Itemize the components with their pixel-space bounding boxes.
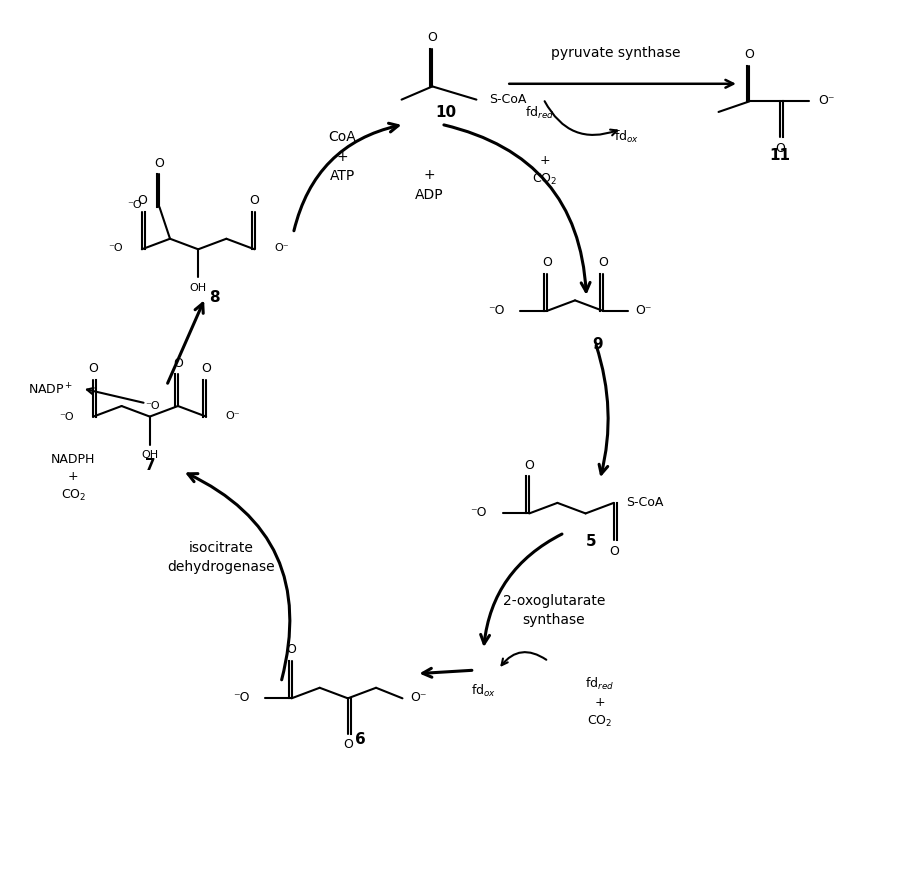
- Text: S-CoA: S-CoA: [626, 496, 663, 509]
- Text: O: O: [173, 357, 183, 370]
- Text: O⁻: O⁻: [634, 304, 652, 316]
- Text: 10: 10: [435, 105, 456, 120]
- Text: +
CO$_2$: + CO$_2$: [533, 154, 558, 187]
- Text: NADP$^+$: NADP$^+$: [28, 383, 73, 398]
- Text: ⁻O: ⁻O: [488, 305, 505, 317]
- Text: S-CoA: S-CoA: [490, 93, 527, 106]
- Text: fd$_{ox}$: fd$_{ox}$: [614, 128, 639, 144]
- Text: ⁻O: ⁻O: [59, 412, 74, 422]
- Text: O: O: [249, 194, 259, 207]
- Text: NADPH
+
CO$_2$: NADPH + CO$_2$: [51, 454, 95, 503]
- Text: O: O: [202, 361, 211, 375]
- Text: O: O: [88, 361, 98, 375]
- Text: O: O: [542, 256, 552, 269]
- Text: ⁻O: ⁻O: [127, 200, 142, 210]
- Text: 8: 8: [209, 291, 220, 305]
- Text: O: O: [598, 256, 608, 269]
- Text: 11: 11: [770, 149, 791, 164]
- Text: CoA
+
ATP: CoA + ATP: [328, 130, 356, 183]
- Text: 2-oxoglutarate
synthase: 2-oxoglutarate synthase: [503, 594, 605, 627]
- Text: O⁻: O⁻: [818, 94, 834, 107]
- Text: fd$_{ox}$: fd$_{ox}$: [471, 683, 496, 699]
- Text: ⁻O: ⁻O: [146, 401, 160, 411]
- Text: O: O: [428, 32, 437, 44]
- Text: ⁻O: ⁻O: [108, 244, 122, 253]
- Text: fd$_{red}$
+
CO$_2$: fd$_{red}$ + CO$_2$: [585, 676, 614, 729]
- Text: O: O: [155, 157, 165, 169]
- Text: ⁻O: ⁻O: [233, 691, 249, 704]
- Text: 7: 7: [145, 457, 156, 472]
- Text: fd$_{red}$: fd$_{red}$: [526, 105, 554, 120]
- Text: O⁻: O⁻: [274, 244, 289, 253]
- Text: O: O: [343, 739, 353, 751]
- Text: O: O: [137, 194, 147, 207]
- Text: O⁻: O⁻: [226, 411, 240, 421]
- Text: 9: 9: [592, 337, 603, 352]
- Text: O: O: [775, 142, 785, 154]
- Text: O: O: [608, 545, 618, 558]
- Text: O⁻: O⁻: [410, 691, 427, 704]
- Text: 5: 5: [586, 534, 596, 549]
- Text: pyruvate synthase: pyruvate synthase: [551, 46, 680, 60]
- Text: ⁻O: ⁻O: [471, 506, 487, 519]
- Text: +
ADP: + ADP: [415, 168, 443, 202]
- Text: OH: OH: [141, 450, 158, 461]
- Text: 6: 6: [355, 732, 365, 747]
- Text: O: O: [286, 643, 296, 657]
- Text: O: O: [525, 459, 535, 471]
- Text: O: O: [744, 48, 754, 61]
- Text: OH: OH: [190, 283, 207, 293]
- Text: isocitrate
dehydrogenase: isocitrate dehydrogenase: [167, 540, 274, 574]
